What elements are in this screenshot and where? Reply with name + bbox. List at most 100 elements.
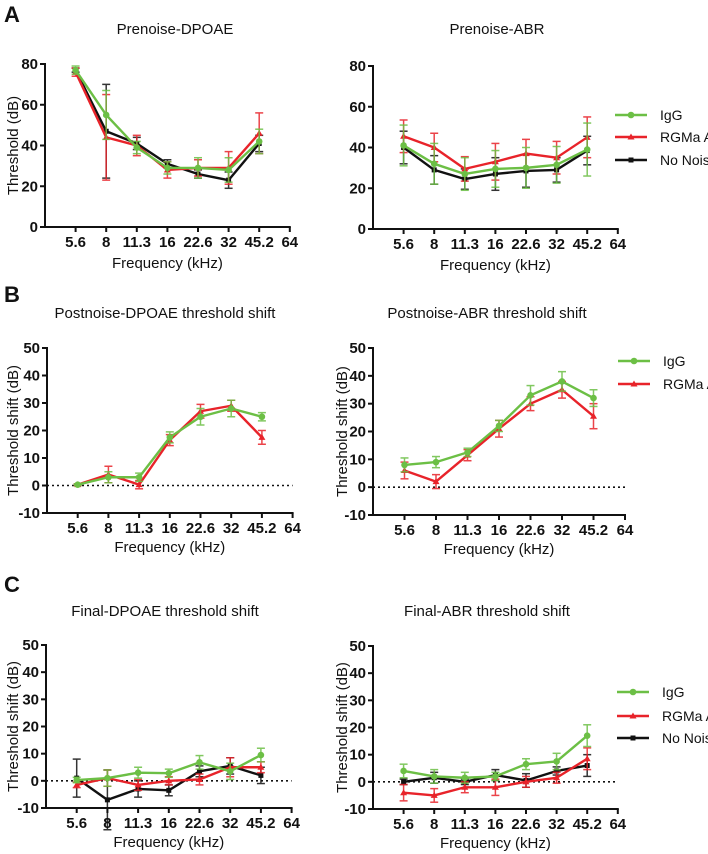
y-tick-label: 0 [358, 774, 366, 791]
x-tick-label: 11.3 [123, 234, 151, 251]
x-tick-label: 11.3 [453, 522, 481, 539]
data-point [401, 461, 408, 469]
data-point [553, 758, 560, 765]
y-axis-label: Threshold shift (dB) [334, 662, 351, 793]
x-tick-label: 16 [491, 522, 508, 539]
chart-title: Final-ABR threshold shift [404, 603, 571, 620]
data-point [430, 791, 438, 798]
x-tick-label: 5.6 [393, 816, 414, 833]
data-point [165, 777, 173, 784]
x-tick-label: 16 [487, 816, 504, 833]
series-igg [399, 122, 592, 192]
data-point [104, 797, 110, 803]
chart-postnoise-abr-threshold-shift: Postnoise-ABR threshold shift -10 0 10 20 30 4… [334, 305, 708, 558]
y-tick-label: 60 [349, 99, 366, 116]
x-tick-label: 64 [609, 816, 626, 833]
series-igg [73, 399, 266, 488]
legend-item-rgma-ab: RGMa Ab [617, 708, 708, 724]
data-point [72, 66, 79, 74]
data-point [492, 773, 499, 780]
y-tick-label: 80 [21, 56, 38, 73]
y-tick-label: 50 [23, 340, 40, 357]
panel-label-b: B [4, 282, 20, 307]
y-tick-label: 10 [349, 451, 366, 468]
chart-title: Prenoise-ABR [449, 21, 544, 38]
data-point [257, 763, 265, 770]
legend-item-rgma-ab: RGMa Ab [618, 376, 708, 392]
data-point [583, 146, 591, 153]
x-tick-label: 32 [554, 522, 571, 539]
x-axis-label: Frequency (kHz) [440, 835, 551, 852]
data-point [257, 751, 265, 759]
series-igg [399, 724, 592, 784]
x-axis-label: Frequency (kHz) [440, 257, 551, 274]
legend-item-igg: IgG [617, 684, 685, 700]
x-tick-label: 64 [284, 520, 301, 537]
legend-item-no-noise: No Noise [615, 152, 708, 168]
data-point [430, 773, 438, 780]
chart-title: Postnoise-ABR threshold shift [387, 305, 587, 322]
chart-title: Prenoise-DPOAE [117, 21, 234, 38]
x-tick-label: 32 [222, 815, 239, 832]
data-point [400, 142, 407, 149]
y-tick-label: 30 [349, 692, 366, 709]
x-tick-label: 45.2 [246, 815, 275, 832]
y-tick-label: 50 [349, 638, 366, 655]
data-point [554, 768, 560, 774]
chart-final-abr-threshold-shift: Final-ABR threshold shift -10 0 10 20 30 40 50 5… [334, 603, 708, 852]
panel-label-c: C [4, 572, 20, 597]
data-point [135, 473, 143, 481]
series-line [77, 407, 263, 486]
data-point [166, 434, 174, 441]
data-point [553, 774, 561, 781]
x-tick-label: 11.3 [451, 236, 479, 253]
x-tick-label: 5.6 [65, 234, 86, 251]
legend-label: IgG [663, 353, 686, 369]
legend-marker [628, 157, 634, 163]
data-point [464, 449, 471, 456]
data-point [432, 478, 440, 485]
series-rgma-ab [73, 399, 266, 490]
x-tick-label: 5.6 [66, 815, 87, 832]
data-point [166, 787, 172, 793]
data-point [583, 732, 591, 739]
y-tick-label: 20 [23, 423, 40, 440]
data-point [590, 412, 597, 419]
data-point [527, 392, 534, 399]
data-point [461, 783, 469, 790]
series-rgma-ab [399, 747, 592, 803]
data-point [135, 481, 143, 488]
data-point [558, 378, 566, 385]
data-point [590, 394, 597, 402]
legend-item-igg: IgG [618, 353, 686, 369]
data-point [492, 165, 499, 173]
data-point [73, 776, 80, 784]
chart-prenoise-dpoae: Prenoise-DPOAE 0 20 40 60 80 5.6 8 11.3 16 22.6 32 4… [5, 21, 299, 272]
data-point [461, 774, 469, 782]
x-tick-label: 32 [548, 816, 565, 833]
data-point [258, 413, 266, 421]
legend-marker [629, 688, 637, 696]
y-tick-label: 80 [349, 58, 366, 75]
x-axis-label: Frequency (kHz) [113, 834, 224, 851]
x-tick-label: 16 [160, 815, 177, 832]
y-tick-label: 10 [349, 747, 366, 764]
x-tick-label: 45.2 [247, 520, 276, 537]
x-tick-label: 8 [430, 236, 438, 253]
x-tick-label: 64 [617, 522, 634, 539]
data-point [197, 768, 202, 774]
data-point [133, 144, 141, 151]
y-tick-label: 50 [22, 637, 39, 654]
chart-postnoise-dpoae-threshold-shift: Postnoise-DPOAE threshold shift -10 0 10 20 3… [5, 305, 302, 556]
legend-label: RGMa Ab [662, 708, 708, 724]
data-point [196, 759, 203, 766]
y-tick-label: 30 [22, 691, 39, 708]
x-tick-label: 22.6 [183, 234, 212, 251]
chart-final-dpoae-threshold-shift: Final-DPOAE threshold shift -10 0 10 20 30 40 5… [5, 603, 301, 851]
y-tick-label: 0 [32, 478, 40, 495]
chart-prenoise-abr: Prenoise-ABR 0 20 40 60 80 5.6 8 11.3 16 22.6 32 45.… [349, 21, 708, 274]
legend-marker [630, 357, 638, 365]
data-point [461, 170, 469, 178]
legend-label: IgG [662, 684, 685, 700]
